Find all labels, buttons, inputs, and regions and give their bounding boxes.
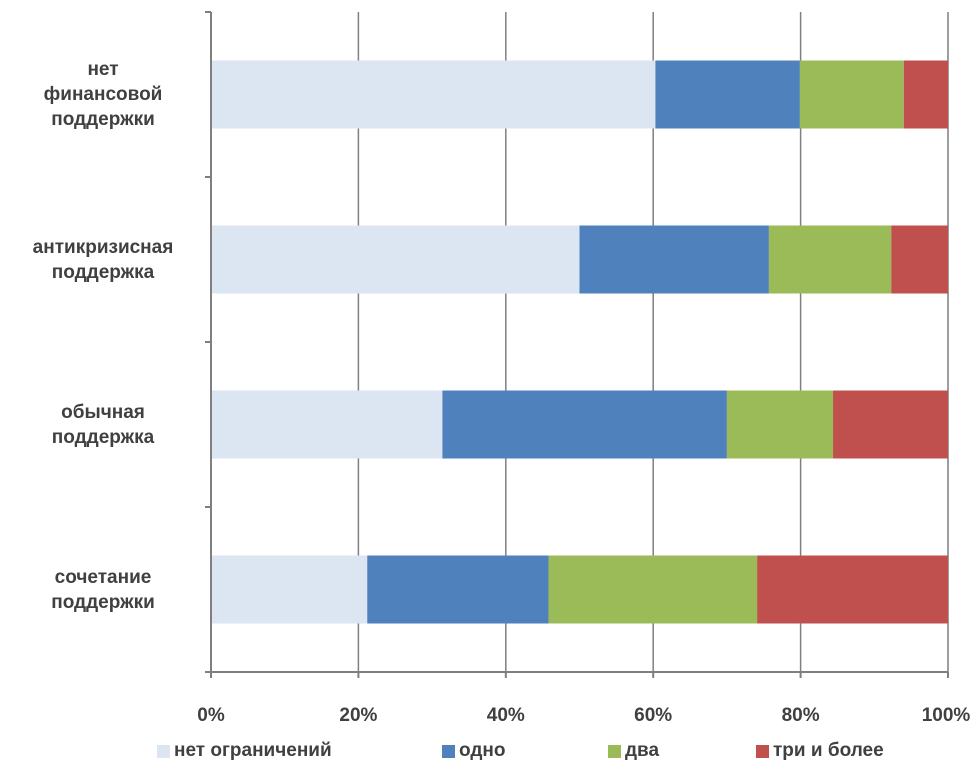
bar-segment-3-2 — [442, 390, 727, 459]
bar-segment-3-1 — [211, 390, 443, 459]
x-tick-label: 0% — [197, 705, 225, 726]
x-tick-label: 100% — [921, 705, 971, 726]
legend-label: нет ограничений — [174, 740, 332, 761]
bar-segment-2-2 — [579, 225, 769, 294]
category-label: обычная поддержка — [51, 401, 155, 448]
bar-segment-4-3 — [548, 555, 758, 624]
legend-swatch — [608, 744, 621, 758]
bar-segment-1-3 — [799, 60, 904, 129]
bar-segment-4-2 — [367, 555, 549, 624]
legend-swatch — [157, 744, 170, 758]
bar-segment-4-4 — [757, 555, 948, 624]
legend-swatch — [442, 744, 455, 758]
bars — [211, 60, 948, 624]
bar-segment-1-1 — [211, 60, 656, 129]
bar-segment-2-3 — [768, 225, 892, 294]
bar-segment-4-1 — [211, 555, 368, 624]
bar-segment-3-4 — [833, 390, 948, 459]
legend-label: два — [625, 740, 660, 761]
bar-segment-2-4 — [891, 225, 948, 294]
category-label: антикризисная поддержка — [32, 236, 174, 283]
bar-segment-3-3 — [726, 390, 834, 459]
x-tick-label: 60% — [634, 705, 673, 726]
legend-item: два — [608, 740, 659, 762]
legend-item: три и более — [756, 740, 884, 762]
bar-segment-1-2 — [655, 60, 800, 129]
bar-segment-1-4 — [903, 60, 948, 129]
legend-swatch — [756, 744, 769, 758]
legend-item: нет ограничений — [157, 740, 332, 762]
legend: нет ограничений одно два три и более — [0, 740, 980, 770]
category-label: сочетание поддержки — [51, 566, 155, 613]
legend-label: одно — [459, 740, 506, 761]
bar-segment-2-1 — [211, 225, 580, 294]
category-label: нет финансовой поддержки — [43, 59, 163, 130]
x-tick-label: 80% — [781, 705, 820, 726]
x-tick-label: 40% — [486, 705, 525, 726]
axes — [205, 11, 949, 678]
x-tick-label: 20% — [339, 705, 378, 726]
legend-item: одно — [442, 740, 506, 762]
legend-label: три и более — [773, 740, 884, 761]
